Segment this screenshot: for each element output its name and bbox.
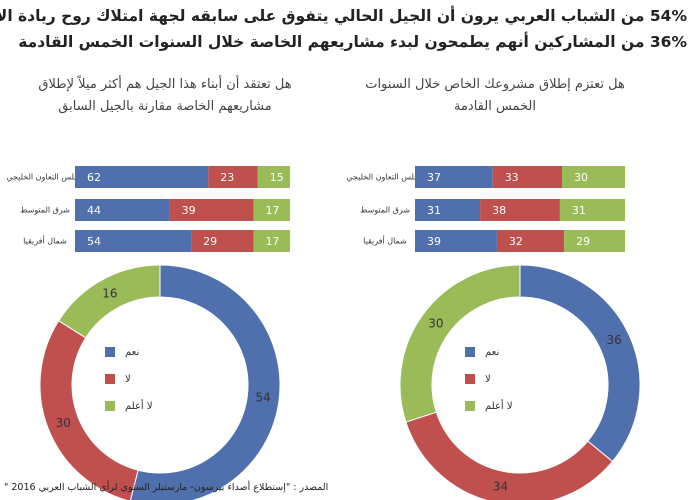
donut-slice — [57, 264, 161, 339]
legend-label: لا — [485, 374, 491, 385]
chart-title: هل تعتقد أن أبناء هذا الجيل هم أكثر ميلا… — [38, 77, 292, 92]
legend-label: نعم — [485, 347, 499, 358]
legend-swatch — [465, 347, 475, 357]
value-label: 29 — [203, 235, 217, 248]
chart-title: مشاريعهم الخاصة مقارنة بالجيل السابق — [58, 99, 272, 114]
legend-label: نعم — [125, 347, 139, 358]
donut-slice — [39, 320, 139, 500]
headline: 54% من الشباب العربي يرون أن الجيل الحال… — [0, 7, 687, 25]
value-label: 17 — [265, 204, 279, 217]
bar-segment — [191, 230, 254, 252]
category-label: مجلس التعاون الخليجي — [6, 173, 83, 182]
value-label: 39 — [182, 204, 196, 217]
value-label: 33 — [505, 171, 519, 184]
value-label: 23 — [220, 171, 234, 184]
headline: 36% من المشاركين أنهم يطمحون لبدء مشاريع… — [18, 33, 687, 51]
value-label: 30 — [56, 416, 71, 430]
value-label: 54 — [87, 235, 101, 248]
legend-swatch — [465, 374, 475, 384]
value-label: 30 — [574, 171, 588, 184]
bar-segment — [415, 166, 493, 188]
value-label: 29 — [576, 235, 590, 248]
legend-swatch — [465, 401, 475, 411]
value-label: 34 — [493, 480, 508, 494]
value-label: 15 — [270, 171, 284, 184]
value-label: 38 — [492, 204, 506, 217]
legend-label: لا أعلم — [485, 399, 513, 412]
category-label: شرق المتوسط — [360, 206, 410, 215]
legend-label: لا — [125, 374, 131, 385]
donut-slice — [129, 264, 281, 500]
bar-segment — [496, 230, 565, 252]
value-label: 62 — [87, 171, 101, 184]
donut-slice — [519, 264, 641, 463]
category-label: مجلس التعاون الخليجي — [346, 173, 423, 182]
bar-segment — [253, 230, 290, 252]
value-label: 31 — [427, 204, 441, 217]
bar-segment — [415, 199, 481, 221]
value-label: 44 — [87, 204, 101, 217]
value-label: 31 — [572, 204, 586, 217]
bar-segment — [253, 199, 290, 221]
bar-segment — [169, 199, 254, 221]
bar-segment — [75, 199, 170, 221]
bar-segment — [492, 166, 562, 188]
value-label: 16 — [102, 286, 117, 300]
bar-segment — [415, 230, 497, 252]
bar-segment — [75, 230, 192, 252]
value-label: 54 — [256, 391, 271, 405]
legend-swatch — [105, 401, 115, 411]
bar-segment — [208, 166, 258, 188]
bar-segment — [564, 230, 625, 252]
value-label: 37 — [427, 171, 441, 184]
chart-title: الخمس القادمة — [453, 99, 537, 114]
value-label: 39 — [427, 235, 441, 248]
value-label: 17 — [265, 235, 279, 248]
legend-label: لا أعلم — [125, 399, 153, 412]
bar-segment — [559, 199, 625, 221]
donut-slice — [399, 264, 521, 423]
legend-swatch — [105, 347, 115, 357]
source: المصدر : "إستطلاع أصداء بيرسون- مارستيلر… — [4, 482, 329, 493]
bar-segment — [562, 166, 625, 188]
category-label: شرق المتوسط — [20, 206, 70, 215]
value-label: 36 — [606, 333, 621, 347]
bar-segment — [480, 199, 560, 221]
category-label: شمال أفريقيا — [23, 236, 67, 246]
bar-segment — [257, 166, 290, 188]
chart-title: هل تعتزم إطلاق مشروعك الخاص خلال السنوات — [365, 77, 625, 92]
bar-segment — [75, 166, 209, 188]
legend-swatch — [105, 374, 115, 384]
donut-slice — [405, 411, 614, 500]
value-label: 32 — [509, 235, 523, 248]
value-label: 30 — [428, 316, 443, 330]
category-label: شمال أفريقيا — [363, 236, 407, 246]
